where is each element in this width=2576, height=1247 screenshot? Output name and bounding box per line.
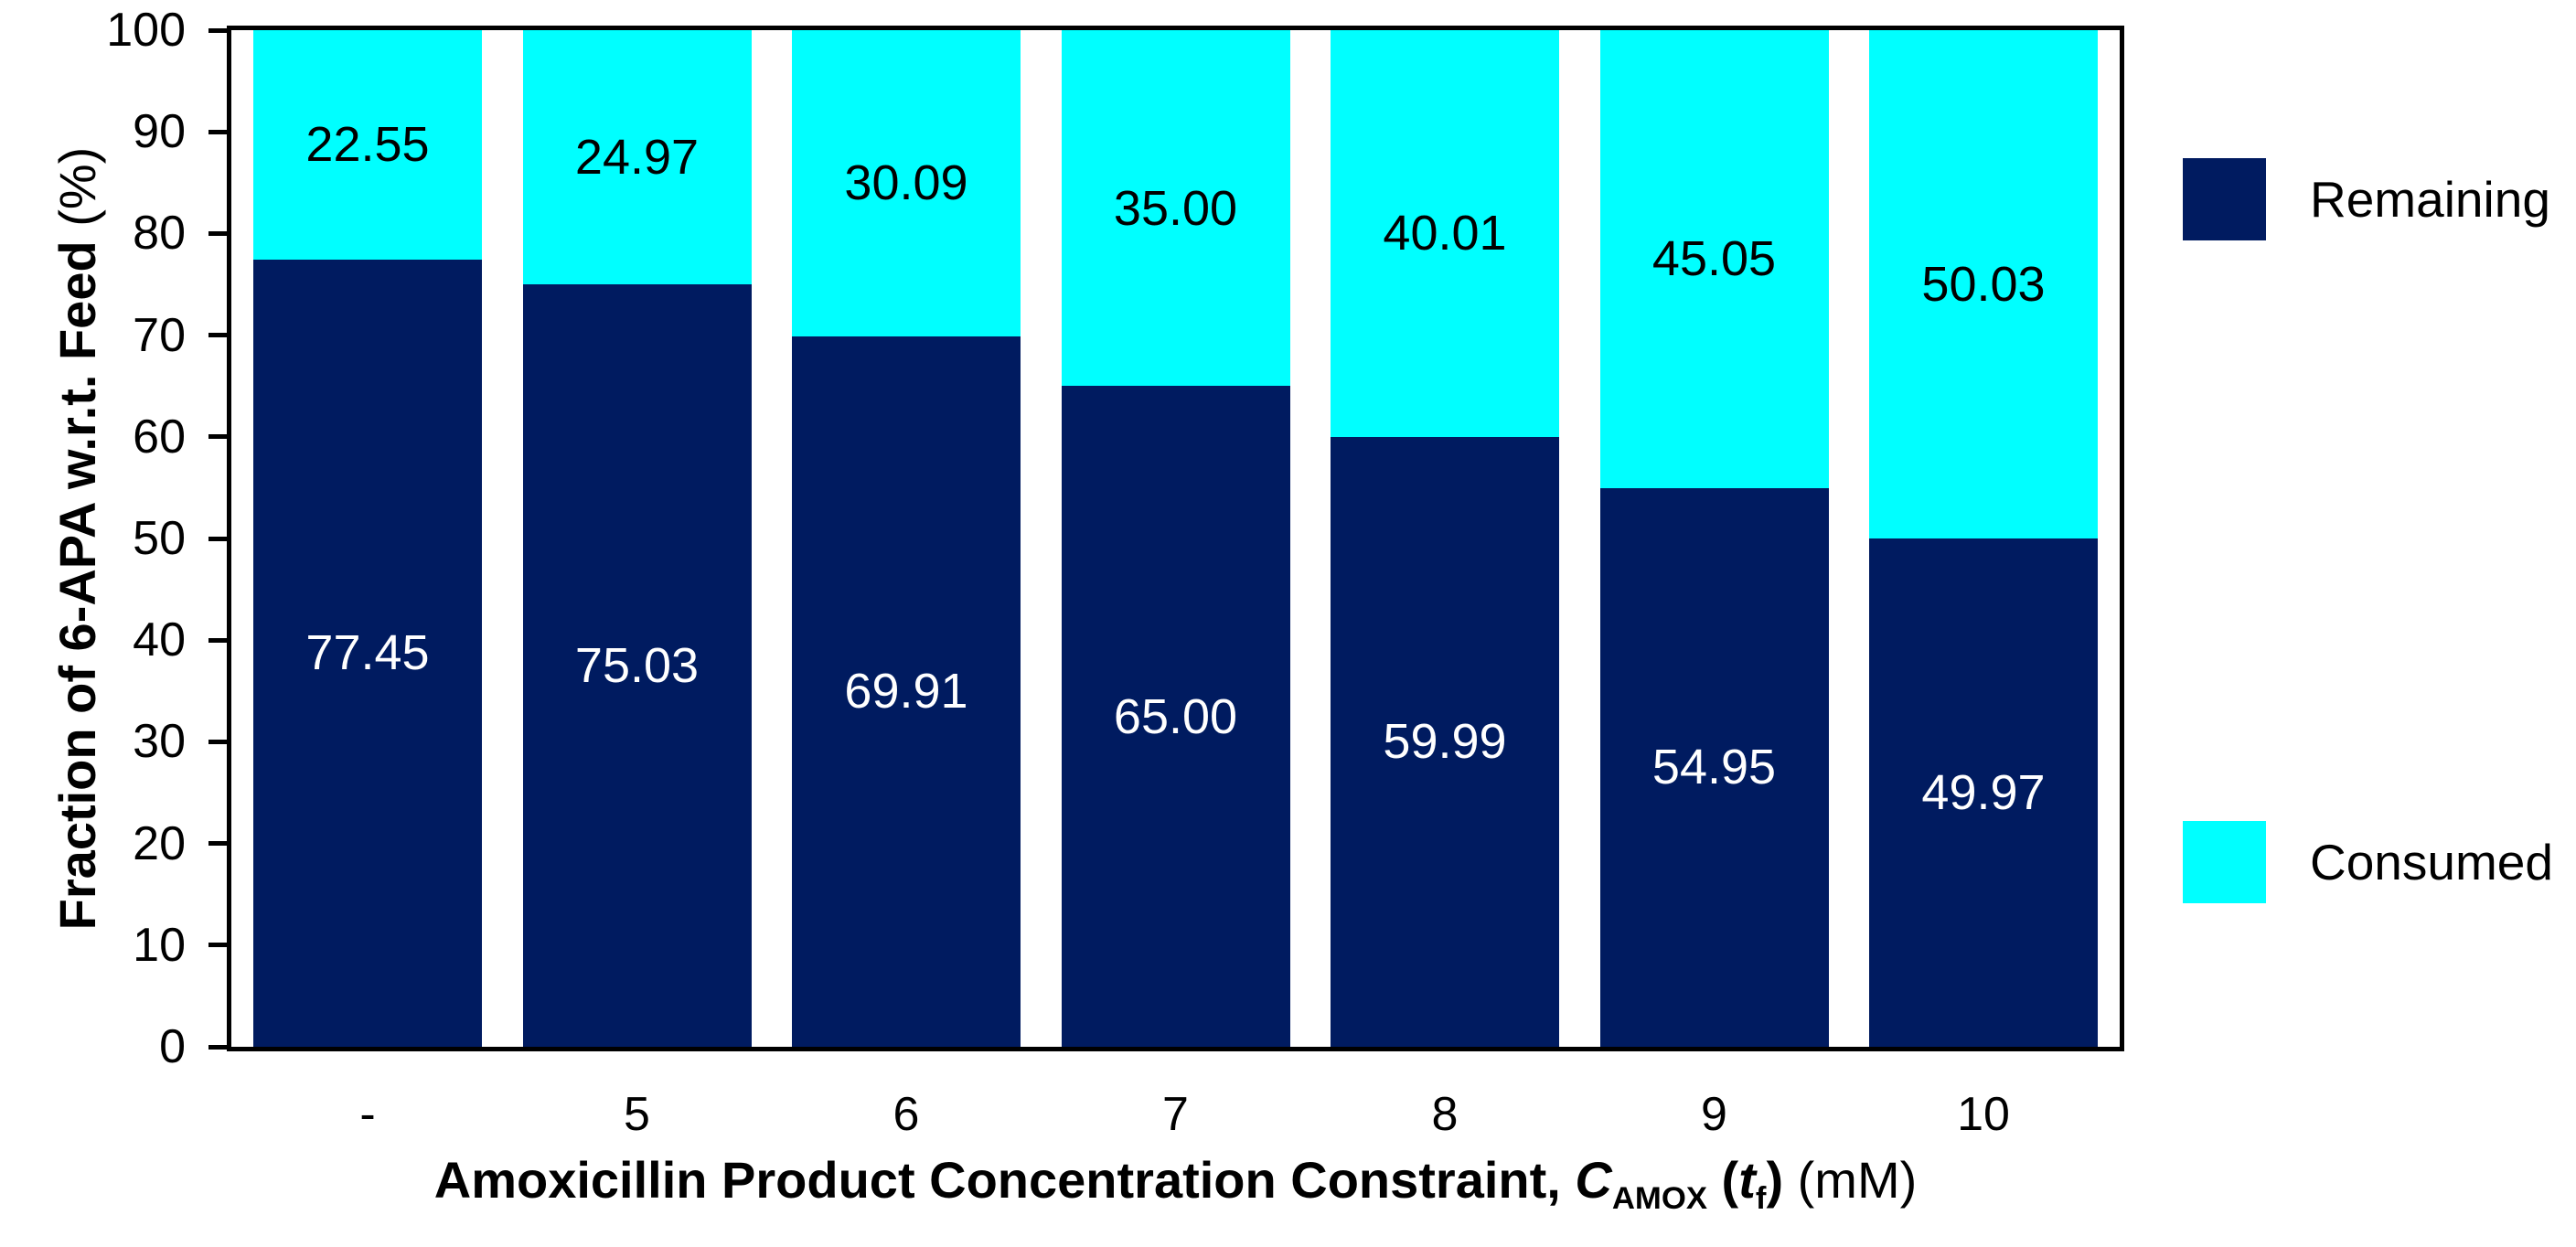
y-tick-label: 100 [106, 4, 186, 57]
x-axis-title-symbol: C [1575, 1151, 1612, 1209]
y-tick-mark [208, 230, 227, 236]
bar-segment-consumed: 45.05 [1599, 30, 1829, 488]
bar: 45.05 54.95 [1599, 30, 1829, 1047]
bar-value-label-consumed: 45.05 [1651, 231, 1777, 287]
bar-segment-remaining: 59.99 [1331, 436, 1559, 1047]
x-tick-label: 6 [893, 1088, 920, 1141]
y-tick-label: 80 [133, 207, 186, 261]
x-axis-title-t-subscript: f [1755, 1181, 1767, 1217]
bar-value-label-remaining: 49.97 [1921, 765, 2046, 821]
x-axis-title-paren-open: ( [1707, 1151, 1739, 1209]
legend-swatch-remaining [2183, 158, 2266, 240]
bar: 50.03 49.97 [1869, 30, 2098, 1047]
legend-swatch-consumed [2183, 821, 2266, 903]
y-tick-mark [208, 129, 227, 134]
x-tick-label: 9 [1701, 1088, 1727, 1141]
bar-value-label-remaining: 77.45 [305, 625, 430, 681]
bar: 40.01 59.99 [1331, 30, 1559, 1047]
x-axis-title-symbol-subscript: AMOX [1611, 1181, 1707, 1217]
bar-value-label-remaining: 65.00 [1113, 688, 1238, 744]
y-tick-mark [208, 536, 227, 541]
x-axis-title-text: Amoxicillin Product Concentration Constr… [433, 1151, 1576, 1209]
bar-segment-consumed: 35.00 [1061, 30, 1290, 387]
y-tick-label: 10 [133, 918, 186, 972]
y-tick-label: 40 [133, 613, 186, 667]
bar-segment-consumed: 40.01 [1331, 30, 1559, 437]
bar: 24.97 75.03 [522, 30, 752, 1047]
y-tick-mark [208, 333, 227, 338]
bar-value-label-consumed: 35.00 [1113, 180, 1238, 236]
bar-segment-remaining: 49.97 [1869, 538, 2098, 1047]
bar-segment-remaining: 54.95 [1599, 487, 1829, 1047]
bar-segment-remaining: 75.03 [522, 283, 752, 1047]
x-tick-label: - [359, 1088, 376, 1141]
y-tick-mark [208, 943, 227, 948]
bar-value-label-remaining: 59.99 [1383, 714, 1507, 770]
y-tick-label: 60 [133, 410, 186, 464]
bar-value-label-remaining: 54.95 [1651, 740, 1777, 795]
bars-layer: 22.55 77.45 24.97 75.03 30.09 69.91 35.00 65.00… [231, 30, 2120, 1047]
legend-label-remaining: Remaining [2310, 170, 2550, 228]
bar-segment-remaining: 69.91 [792, 336, 1021, 1047]
legend-item-remaining: Remaining [2183, 158, 2550, 240]
bar-segment-remaining: 77.45 [253, 259, 482, 1047]
y-tick-label: 50 [133, 512, 186, 565]
bar-segment-remaining: 65.00 [1061, 386, 1290, 1047]
legend-label-consumed: Consumed [2310, 833, 2553, 890]
x-tick-label: 10 [1957, 1088, 2010, 1141]
bar: 22.55 77.45 [253, 30, 482, 1047]
x-tick-label: 5 [624, 1088, 650, 1141]
bar-value-label-consumed: 30.09 [844, 155, 968, 211]
y-tick-mark [208, 27, 227, 33]
y-tick-mark [208, 1044, 227, 1050]
bar-segment-consumed: 50.03 [1869, 30, 2098, 539]
x-axis-title-paren-close: ) [1766, 1151, 1784, 1209]
y-tick-label: 90 [133, 105, 186, 159]
plot-area: 22.55 77.45 24.97 75.03 30.09 69.91 35.00 65.00… [106, 6, 2124, 1215]
bar-value-label-consumed: 24.97 [574, 129, 700, 185]
y-tick-mark [208, 841, 227, 847]
x-axis-title-units: (mM) [1783, 1151, 1918, 1209]
bar-segment-consumed: 24.97 [522, 30, 752, 284]
y-tick-mark [208, 739, 227, 744]
x-axis-title: Amoxicillin Product Concentration Constr… [434, 1155, 1918, 1215]
x-tick-label: 8 [1431, 1088, 1459, 1141]
y-tick-mark [208, 434, 227, 440]
bar: 35.00 65.00 [1061, 30, 1290, 1047]
legend-item-consumed: Consumed [2183, 821, 2553, 903]
x-tick-label: 7 [1162, 1088, 1189, 1141]
y-tick-mark [208, 637, 227, 643]
bar-segment-consumed: 30.09 [792, 30, 1021, 336]
y-tick-label: 20 [133, 816, 186, 870]
y-tick-label: 70 [133, 308, 186, 362]
bar: 30.09 69.91 [792, 30, 1021, 1047]
bar-value-label-consumed: 50.03 [1921, 257, 2046, 313]
y-tick-label: 30 [133, 715, 186, 769]
bar-segment-consumed: 22.55 [253, 30, 482, 260]
bar-value-label-consumed: 22.55 [305, 117, 430, 173]
x-axis-title-t: t [1738, 1151, 1756, 1209]
bar-value-label-remaining: 75.03 [574, 637, 700, 693]
bar-value-label-consumed: 40.01 [1383, 206, 1507, 261]
y-tick-label: 0 [159, 1020, 186, 1073]
bar-value-label-remaining: 69.91 [844, 664, 968, 719]
